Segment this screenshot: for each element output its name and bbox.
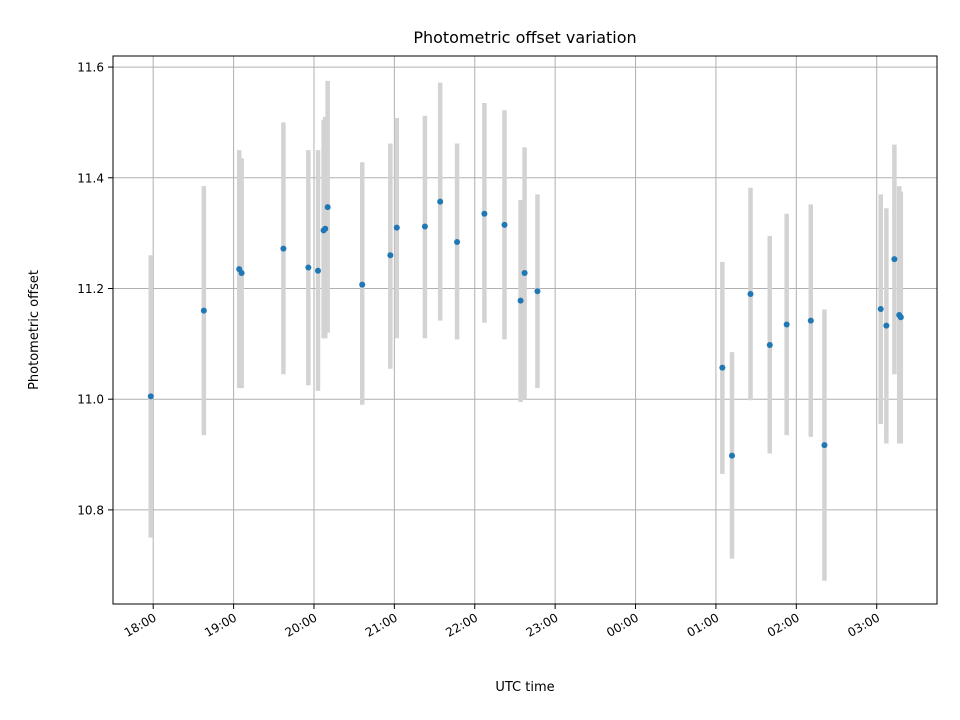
- data-point: [883, 322, 890, 329]
- data-point: [766, 341, 773, 348]
- data-point: [521, 269, 528, 276]
- data-point: [877, 305, 884, 312]
- y-tick-label: 11.6: [77, 61, 104, 75]
- x-axis-label: UTC time: [495, 680, 554, 695]
- data-point: [454, 238, 461, 245]
- y-axis-label: Photometric offset: [27, 270, 42, 390]
- x-tick-label: 03:00: [845, 610, 882, 639]
- data-point: [783, 321, 790, 328]
- x-tick-label: 20:00: [283, 610, 320, 639]
- data-point: [807, 317, 814, 324]
- data-point: [821, 442, 828, 449]
- y-tick-label: 11.2: [77, 282, 104, 296]
- x-tick-label: 19:00: [202, 610, 239, 639]
- data-point: [534, 288, 541, 295]
- data-point: [421, 223, 428, 230]
- x-tick-label: 00:00: [604, 610, 641, 639]
- plot-frame: [112, 55, 938, 605]
- data-point: [280, 245, 287, 252]
- data-point: [238, 269, 245, 276]
- data-point: [437, 198, 444, 205]
- errorbar-layer: [148, 80, 904, 581]
- data-point: [719, 364, 726, 371]
- data-point: [147, 393, 154, 400]
- data-point: [314, 267, 321, 274]
- data-point: [305, 264, 312, 271]
- x-tick-label: 22:00: [443, 610, 480, 639]
- data-point: [501, 221, 508, 228]
- data-point: [322, 225, 329, 232]
- data-point: [324, 204, 331, 211]
- x-tick-label: 18:00: [122, 610, 159, 639]
- x-tick-label: 21:00: [363, 610, 400, 639]
- data-point: [387, 252, 394, 259]
- y-tick-label: 11.0: [77, 393, 104, 407]
- data-point: [393, 224, 400, 231]
- data-point: [481, 210, 488, 217]
- point-layer: [147, 198, 904, 459]
- data-point: [359, 281, 366, 288]
- x-tick-label: 23:00: [524, 610, 561, 639]
- data-point: [517, 297, 524, 304]
- y-tick-label: 10.8: [77, 503, 104, 517]
- data-point: [729, 452, 736, 459]
- data-point: [747, 291, 754, 298]
- data-point: [200, 307, 207, 314]
- data-point: [897, 314, 904, 321]
- x-tick-label: 01:00: [684, 610, 721, 639]
- data-point: [891, 256, 898, 263]
- tick-layer: 18:00 19:00 20:00 21:00 22:00 23:00 00:00 01:00…: [77, 61, 882, 640]
- y-tick-label: 11.4: [77, 171, 104, 185]
- x-tick-label: 02:00: [765, 610, 802, 639]
- chart-title: Photometric offset variation: [413, 28, 636, 47]
